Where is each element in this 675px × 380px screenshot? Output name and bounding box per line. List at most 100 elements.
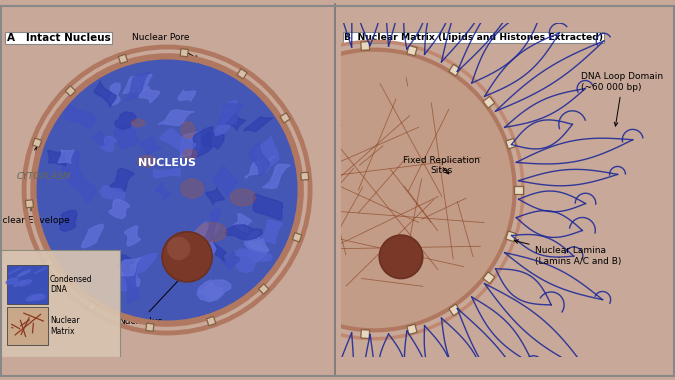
Polygon shape [65, 105, 95, 129]
Polygon shape [62, 151, 80, 173]
Polygon shape [197, 280, 223, 301]
Text: A   Intact Nucleus: A Intact Nucleus [7, 33, 111, 43]
Polygon shape [65, 86, 76, 96]
Polygon shape [280, 113, 290, 123]
Polygon shape [160, 128, 196, 154]
Polygon shape [244, 156, 275, 178]
Polygon shape [259, 284, 269, 294]
Polygon shape [115, 112, 136, 129]
Polygon shape [292, 233, 302, 242]
FancyBboxPatch shape [0, 250, 120, 357]
Polygon shape [212, 242, 226, 261]
Polygon shape [92, 130, 112, 149]
Polygon shape [6, 278, 18, 284]
Polygon shape [123, 74, 153, 94]
Polygon shape [125, 226, 140, 246]
FancyBboxPatch shape [7, 307, 49, 345]
Polygon shape [225, 113, 246, 131]
Polygon shape [115, 122, 138, 149]
Polygon shape [235, 249, 273, 261]
Polygon shape [58, 150, 74, 163]
Circle shape [162, 232, 212, 282]
Polygon shape [138, 155, 156, 167]
Polygon shape [153, 168, 181, 178]
Polygon shape [178, 90, 196, 102]
Polygon shape [132, 119, 145, 127]
Polygon shape [256, 136, 279, 173]
Polygon shape [30, 294, 42, 300]
FancyBboxPatch shape [7, 265, 49, 304]
Polygon shape [47, 150, 66, 166]
Text: B  Nuclear Matrix (Lipids and Histones Extracted): B Nuclear Matrix (Lipids and Histones Ex… [344, 33, 603, 42]
Text: Fixed Replication
Sites: Fixed Replication Sites [402, 156, 480, 175]
Polygon shape [225, 225, 263, 240]
Polygon shape [180, 49, 188, 57]
Polygon shape [26, 200, 34, 208]
Polygon shape [180, 130, 201, 158]
Polygon shape [483, 272, 495, 283]
Polygon shape [361, 329, 370, 339]
Polygon shape [34, 56, 301, 324]
Polygon shape [124, 268, 139, 302]
Polygon shape [118, 54, 128, 63]
Polygon shape [449, 64, 460, 76]
Polygon shape [109, 83, 120, 105]
Polygon shape [263, 164, 290, 188]
Text: NUCLEUS: NUCLEUS [138, 158, 196, 168]
Polygon shape [81, 224, 103, 248]
Polygon shape [300, 172, 308, 180]
Text: Nuclear Envelope: Nuclear Envelope [0, 147, 70, 225]
Polygon shape [100, 185, 125, 201]
Polygon shape [87, 301, 97, 311]
Polygon shape [139, 136, 162, 154]
Polygon shape [234, 214, 252, 233]
Polygon shape [181, 179, 204, 198]
Polygon shape [169, 241, 195, 262]
Polygon shape [483, 97, 495, 108]
Polygon shape [116, 255, 134, 273]
Polygon shape [449, 304, 460, 316]
Polygon shape [34, 268, 46, 274]
Polygon shape [32, 138, 42, 147]
Polygon shape [237, 69, 247, 79]
Text: CYTOPLASM: CYTOPLASM [16, 172, 71, 181]
Polygon shape [116, 261, 140, 287]
Polygon shape [234, 50, 514, 330]
Polygon shape [506, 138, 516, 149]
Polygon shape [20, 280, 31, 286]
Polygon shape [231, 189, 256, 206]
Polygon shape [407, 324, 417, 334]
Polygon shape [60, 211, 77, 231]
Polygon shape [215, 100, 238, 136]
Polygon shape [109, 168, 134, 191]
Polygon shape [109, 200, 130, 218]
Polygon shape [105, 277, 138, 293]
Circle shape [379, 235, 423, 279]
Polygon shape [19, 270, 30, 276]
Polygon shape [124, 71, 150, 102]
Polygon shape [159, 110, 194, 125]
Polygon shape [44, 257, 54, 267]
Polygon shape [94, 81, 116, 107]
Polygon shape [192, 127, 213, 158]
Polygon shape [216, 103, 244, 125]
Polygon shape [9, 268, 21, 274]
Polygon shape [361, 41, 370, 51]
Polygon shape [202, 131, 224, 149]
Polygon shape [139, 87, 160, 103]
Polygon shape [514, 186, 523, 194]
Text: Nuclear
Matrix: Nuclear Matrix [50, 317, 80, 336]
Polygon shape [253, 194, 283, 220]
Polygon shape [182, 122, 194, 138]
Circle shape [167, 237, 190, 260]
Polygon shape [206, 187, 224, 205]
Polygon shape [173, 263, 192, 277]
Polygon shape [14, 280, 26, 287]
Polygon shape [26, 295, 38, 301]
Polygon shape [101, 136, 117, 152]
Polygon shape [146, 323, 154, 331]
Polygon shape [236, 252, 259, 273]
Text: Condensed
DNA: Condensed DNA [50, 275, 92, 294]
Polygon shape [221, 251, 241, 270]
Text: Nucleolus: Nucleolus [118, 260, 198, 326]
